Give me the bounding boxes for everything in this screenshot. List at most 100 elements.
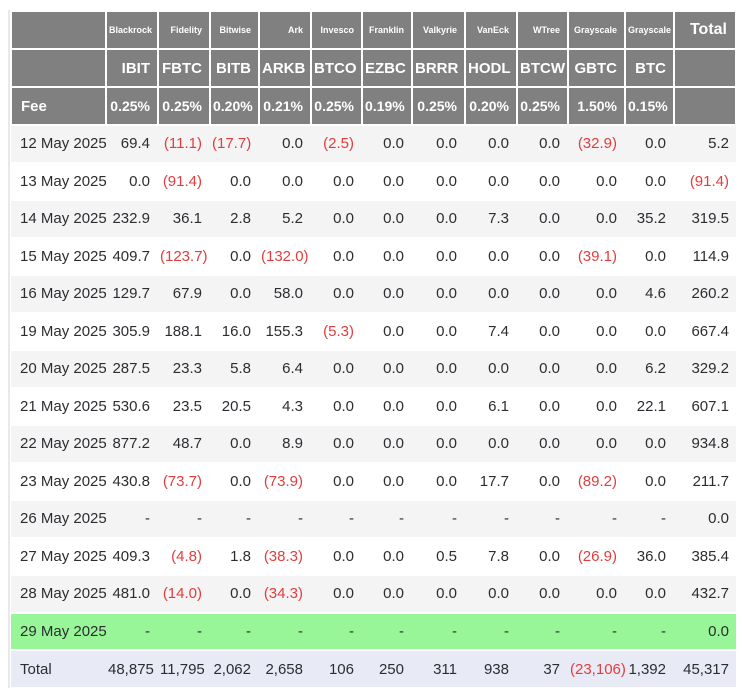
fee-row-label: Fee bbox=[10, 86, 107, 126]
flow-value-cell: 35.2 bbox=[625, 200, 674, 239]
table-row: 12 May 2025 69.4 (11.1) (17.7) 0.0 (2.5) 0.0 0.… bbox=[11, 125, 736, 164]
flow-value-cell: 17.7 bbox=[465, 462, 517, 501]
flow-value-cell: 0.0 bbox=[362, 462, 412, 501]
row-total-cell: (91.4) bbox=[674, 162, 736, 201]
flow-value-cell: (73.7) bbox=[158, 462, 210, 501]
flow-value-cell: 0.0 bbox=[517, 125, 568, 164]
flow-value-cell: 0.0 bbox=[412, 162, 465, 201]
flow-value-cell: (34.3) bbox=[259, 575, 311, 614]
provider-name: Invesco bbox=[310, 10, 363, 50]
flow-value-cell: 0.5 bbox=[412, 537, 465, 576]
flow-value-cell: 0.0 bbox=[210, 462, 259, 501]
ticker-symbol: BTCO bbox=[310, 48, 363, 88]
flow-value-cell: 16.0 bbox=[210, 312, 259, 351]
flow-value-cell: 0.0 bbox=[517, 162, 568, 201]
blank-header-cell bbox=[10, 48, 107, 88]
fee-value: 0.15% bbox=[624, 86, 675, 126]
ticker-header-row: IBIT FBTC BITB ARKB BTCO EZBC BRRR HODL BTCW GBTC… bbox=[10, 48, 737, 88]
provider-name: Franklin bbox=[361, 10, 413, 50]
ticker-symbol: FBTC bbox=[157, 48, 211, 88]
flow-value-cell: 0.0 bbox=[412, 125, 465, 164]
flow-value-cell: - bbox=[625, 500, 674, 539]
etf-flow-table-container: Blackrock Fidelity Bitwise Ark Invesco Frankl… bbox=[8, 10, 737, 688]
flow-value-cell: - bbox=[568, 612, 625, 651]
flow-value-cell: 0.0 bbox=[311, 537, 362, 576]
flow-value-cell: 0.0 bbox=[625, 462, 674, 501]
row-total-cell: 114.9 bbox=[674, 237, 736, 276]
flow-value-cell: 0.0 bbox=[412, 387, 465, 426]
date-cell: 16 May 2025 bbox=[11, 275, 106, 314]
total-column-header: Total bbox=[673, 10, 737, 50]
row-total-cell: 385.4 bbox=[674, 537, 736, 576]
fee-value: 0.20% bbox=[464, 86, 518, 126]
flow-value-cell: - bbox=[412, 612, 465, 651]
flow-value-cell: - bbox=[625, 612, 674, 651]
column-total-cell: 250 bbox=[362, 650, 412, 688]
flow-value-cell: 0.0 bbox=[517, 312, 568, 351]
flow-value-cell: 0.0 bbox=[517, 425, 568, 464]
ticker-symbol: BTC bbox=[624, 48, 675, 88]
flow-value-cell: - bbox=[210, 500, 259, 539]
blank-header-cell bbox=[673, 48, 737, 88]
fee-value: 0.19% bbox=[361, 86, 413, 126]
flow-value-cell: (39.1) bbox=[568, 237, 625, 276]
table-row: 23 May 2025 430.8 (73.7) 0.0 (73.9) 0.0 0.0 0.0… bbox=[11, 462, 736, 501]
flow-value-cell: - bbox=[412, 500, 465, 539]
flow-value-cell: - bbox=[106, 500, 158, 539]
flow-value-cell: 20.5 bbox=[210, 387, 259, 426]
flow-value-cell: 6.4 bbox=[259, 350, 311, 389]
date-cell: 23 May 2025 bbox=[11, 462, 106, 501]
flow-value-cell: 155.3 bbox=[259, 312, 311, 351]
table-row: 26 May 2025- - - - - - - - - - -0.0 bbox=[11, 500, 736, 539]
date-cell: 26 May 2025 bbox=[11, 500, 106, 539]
provider-name: Grayscale bbox=[567, 10, 626, 50]
flow-value-cell: (26.9) bbox=[568, 537, 625, 576]
row-total-cell: 0.0 bbox=[674, 612, 736, 651]
flow-value-cell: 0.0 bbox=[362, 312, 412, 351]
flow-value-cell: 188.1 bbox=[158, 312, 210, 351]
flow-value-cell: 530.6 bbox=[106, 387, 158, 426]
fee-value: 0.20% bbox=[209, 86, 260, 126]
flow-value-cell: 0.0 bbox=[568, 350, 625, 389]
table-row: 22 May 2025 877.2 48.7 0.0 8.9 0.0 0.0 0.0 0.0 0.… bbox=[11, 425, 736, 464]
flow-value-cell: - bbox=[311, 612, 362, 651]
flow-value-cell: 0.0 bbox=[568, 575, 625, 614]
flow-value-cell: 0.0 bbox=[517, 350, 568, 389]
flow-value-cell: 4.3 bbox=[259, 387, 311, 426]
flow-value-cell: (32.9) bbox=[568, 125, 625, 164]
flow-value-cell: 0.0 bbox=[362, 425, 412, 464]
flow-value-cell: - bbox=[517, 500, 568, 539]
flow-value-cell: (5.3) bbox=[311, 312, 362, 351]
flow-value-cell: 0.0 bbox=[412, 200, 465, 239]
flow-value-cell: 5.2 bbox=[259, 200, 311, 239]
date-cell: 15 May 2025 bbox=[11, 237, 106, 276]
flow-value-cell: 481.0 bbox=[106, 575, 158, 614]
fee-value: 0.25% bbox=[310, 86, 363, 126]
row-total-cell: 211.7 bbox=[674, 462, 736, 501]
flow-value-cell: 36.0 bbox=[625, 537, 674, 576]
flow-value-cell: - bbox=[210, 612, 259, 651]
table-row: 29 May 2025- - - - - - - - - - -0.0 bbox=[11, 612, 736, 651]
flow-value-cell: 4.6 bbox=[625, 275, 674, 314]
flow-value-cell: 0.0 bbox=[210, 575, 259, 614]
provider-name: VanEck bbox=[464, 10, 518, 50]
date-cell: 19 May 2025 bbox=[11, 312, 106, 351]
row-total-cell: 319.5 bbox=[674, 200, 736, 239]
flow-value-cell: (14.0) bbox=[158, 575, 210, 614]
ticker-symbol: HODL bbox=[464, 48, 518, 88]
fee-value: 0.25% bbox=[411, 86, 466, 126]
table-row: 15 May 2025 409.7 (123.7) 0.0 (132.0) 0.0 0.0 0… bbox=[11, 237, 736, 276]
flow-value-cell: 0.0 bbox=[311, 462, 362, 501]
ticker-symbol: BRRR bbox=[411, 48, 466, 88]
table-row: 21 May 2025 530.6 23.5 20.5 4.3 0.0 0.0 0.0 6.1 0… bbox=[11, 387, 736, 426]
flow-value-cell: 0.0 bbox=[412, 275, 465, 314]
flow-value-cell: 0.0 bbox=[311, 275, 362, 314]
row-total-cell: 0.0 bbox=[674, 500, 736, 539]
flow-value-cell: (123.7) bbox=[158, 237, 210, 276]
etf-flow-table: Blackrock Fidelity Bitwise Ark Invesco Frankl… bbox=[10, 10, 737, 688]
flow-value-cell: 0.0 bbox=[210, 162, 259, 201]
flow-value-cell: - bbox=[362, 612, 412, 651]
flow-value-cell: (73.9) bbox=[259, 462, 311, 501]
flow-value-cell: 0.0 bbox=[412, 575, 465, 614]
flow-value-cell: 0.0 bbox=[412, 425, 465, 464]
